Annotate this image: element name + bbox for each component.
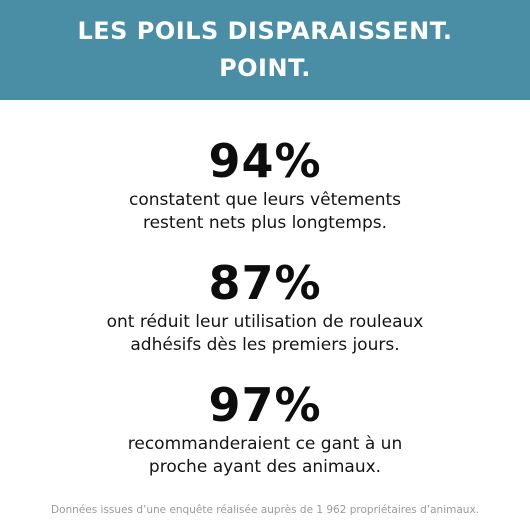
- stat-description: constatent que leurs vêtements restent n…: [0, 189, 530, 235]
- headline-banner: LES POILS DISPARAISSENT. POINT.: [0, 0, 530, 100]
- stat-description: recommanderaient ce gant à un proche aya…: [0, 433, 530, 479]
- stat-description-line: recommanderaient ce gant à un: [127, 434, 403, 454]
- stat-percentage: 87%: [208, 256, 322, 310]
- stat-block-3: 97% recommanderaient ce gant à un proche…: [0, 380, 530, 479]
- headline-line-1: LES POILS DISPARAISSENT.: [77, 17, 453, 45]
- stat-percentage: 97%: [208, 378, 322, 432]
- survey-footnote: Données issues d’une enquête réalisée au…: [51, 504, 479, 516]
- stat-percentage: 94%: [208, 134, 322, 188]
- stat-description-line: constatent que leurs vêtements: [128, 190, 402, 210]
- stat-block-2: 87% ont réduit leur utilisation de roule…: [0, 258, 530, 357]
- stat-description: ont réduit leur utilisation de rouleaux …: [0, 311, 530, 357]
- stat-description-line: adhésifs dès les premiers jours.: [130, 335, 400, 355]
- headline-line-2: POINT.: [219, 54, 311, 82]
- stat-description-line: proche ayant des animaux.: [148, 457, 382, 477]
- stat-description-line: restent nets plus longtemps.: [142, 213, 388, 233]
- stat-description-line: ont réduit leur utilisation de rouleaux: [106, 312, 424, 332]
- stat-block-1: 94% constatent que leurs vêtements reste…: [0, 136, 530, 235]
